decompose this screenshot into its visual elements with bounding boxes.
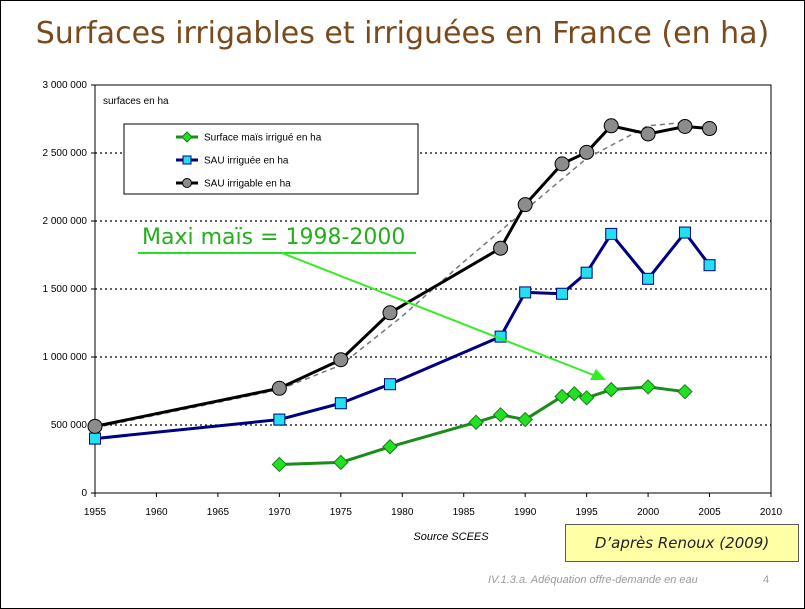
data-point-2 (677, 118, 693, 134)
x-tick-label: 2010 (760, 507, 783, 518)
page-number: 4 (763, 574, 770, 586)
data-point-0 (492, 407, 509, 423)
source-box: D’après Renoux (2009) (565, 524, 799, 562)
legend-label: SAU irriguée en ha (204, 156, 289, 167)
data-point-2 (640, 126, 656, 142)
data-point-1 (605, 227, 618, 240)
x-tick-label: 1960 (145, 507, 168, 518)
x-tick-label: 2000 (637, 507, 660, 518)
x-tick-label: 1965 (207, 507, 230, 518)
data-point-2 (554, 156, 570, 172)
y-tick-label: 1 500 000 (43, 284, 88, 295)
data-point-0 (578, 390, 595, 406)
x-tick-label: 2005 (698, 507, 721, 518)
data-point-2 (333, 352, 349, 368)
data-point-1 (273, 413, 286, 426)
data-point-0 (566, 386, 583, 402)
x-tick-label: 1970 (268, 507, 291, 518)
y-tick-label: 2 500 000 (43, 148, 88, 159)
slide-title: Surfaces irrigables et irriguées en Fran… (35, 16, 770, 51)
data-point-1 (383, 378, 396, 391)
x-tick-label: 1990 (514, 507, 537, 518)
x-axis-label: Source SCEES (413, 531, 489, 543)
data-point-2 (702, 121, 718, 137)
data-point-1 (556, 287, 569, 300)
x-tick-label: 1980 (391, 507, 414, 518)
y-tick-label: 3 000 000 (43, 80, 88, 91)
data-point-2 (271, 380, 287, 396)
data-point-1 (334, 397, 347, 410)
data-point-0 (271, 456, 288, 473)
series-line-1 (94, 231, 711, 441)
data-point-1 (89, 432, 101, 445)
data-point-2 (382, 305, 398, 321)
data-point-1 (642, 272, 655, 285)
y-tick-label: 2 000 000 (43, 216, 88, 227)
data-point-0 (677, 383, 693, 400)
trend-line (94, 121, 686, 429)
annotation-arrowhead (590, 369, 606, 380)
data-point-2 (579, 144, 595, 160)
y-tick-label: 1 000 000 (43, 352, 88, 363)
data-point-0 (333, 454, 349, 471)
x-tick-label: 1955 (84, 507, 107, 518)
y-tick-label: 500 000 (51, 420, 88, 431)
data-point-0 (517, 411, 533, 428)
legend-marker (182, 178, 192, 188)
legend-marker (181, 131, 193, 143)
data-point-2 (493, 240, 509, 256)
annotation-arrow (281, 252, 597, 377)
data-point-0 (640, 379, 656, 395)
data-point-2 (87, 418, 103, 434)
data-point-0 (382, 439, 398, 455)
legend-label: Surface maïs irrigué en ha (204, 133, 322, 144)
y-axis-label: surfaces en ha (103, 96, 169, 107)
x-tick-label: 1995 (576, 507, 599, 518)
legend-label: SAU irrigable en ha (204, 179, 291, 190)
legend-marker (182, 155, 192, 165)
x-tick-label: 1975 (330, 507, 353, 518)
data-point-0 (468, 414, 484, 430)
legend-box (123, 123, 419, 195)
data-point-2 (517, 197, 533, 213)
data-point-0 (603, 381, 619, 398)
data-point-1 (519, 286, 532, 299)
y-tick-label: 0 (81, 488, 87, 499)
data-point-0 (554, 388, 570, 405)
data-point-2 (603, 118, 619, 134)
data-point-1 (703, 259, 716, 272)
x-tick-label: 1985 (453, 507, 476, 518)
data-point-1 (580, 266, 593, 279)
footer-text: IV.1.3.a. Adéquation offre-demande en ea… (488, 574, 698, 586)
data-point-1 (678, 226, 691, 239)
annotation-text: Maxi maïs = 1998-2000 (142, 225, 405, 250)
